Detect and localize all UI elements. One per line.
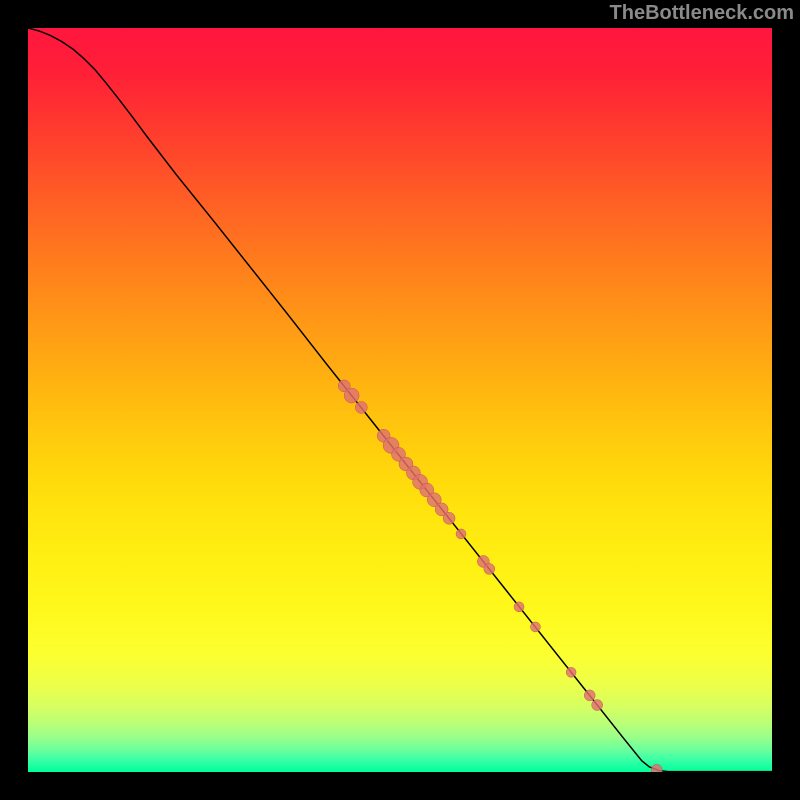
plot-svg (28, 28, 772, 772)
scatter-point (584, 690, 595, 701)
scatter-point (514, 602, 524, 612)
scatter-point (443, 512, 455, 524)
scatter-point (566, 667, 576, 677)
scatter-point (530, 622, 540, 632)
watermark-text: TheBottleneck.com (610, 2, 794, 25)
scatter-point (355, 401, 367, 413)
plot-area (28, 28, 772, 772)
chart-container: TheBottleneck.com (0, 0, 800, 800)
scatter-point (344, 388, 359, 403)
gradient-background (28, 28, 772, 772)
scatter-point (592, 700, 603, 711)
scatter-point (484, 563, 495, 574)
scatter-point (456, 529, 466, 539)
